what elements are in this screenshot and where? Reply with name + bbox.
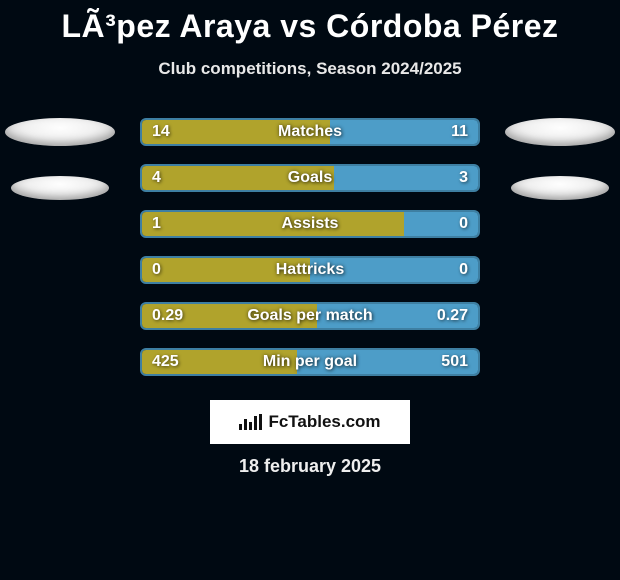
stat-row: Min per goal425501 — [140, 348, 480, 376]
bar-fill-left — [142, 258, 310, 282]
bar-fill-right — [310, 258, 478, 282]
bar-fill-left — [142, 304, 317, 328]
bar-fill-left — [142, 120, 330, 144]
bar-fill-right — [317, 304, 478, 328]
bar-fill-left — [142, 166, 334, 190]
right-player-trophies — [500, 118, 620, 200]
brand-text: FcTables.com — [268, 412, 380, 432]
left-player-trophies — [0, 118, 120, 200]
bar-fill-right — [334, 166, 478, 190]
bar-fill-right — [404, 212, 478, 236]
bar-fill-right — [330, 120, 478, 144]
stat-row: Goals per match0.290.27 — [140, 302, 480, 330]
plate-icon — [5, 118, 115, 146]
stat-row: Assists10 — [140, 210, 480, 238]
stats-chart: Matches1411 Goals43 Assists10 Hattricks00 Go… — [140, 118, 480, 376]
bar-fill-left — [142, 212, 404, 236]
plate-icon — [505, 118, 615, 146]
date-label: 18 february 2025 — [0, 456, 620, 477]
chart-icon — [239, 414, 262, 430]
plate-icon — [11, 176, 109, 200]
stat-row: Goals43 — [140, 164, 480, 192]
subtitle: Club competitions, Season 2024/2025 — [0, 59, 620, 79]
brand-badge: FcTables.com — [210, 400, 410, 444]
plate-icon — [511, 176, 609, 200]
bar-fill-left — [142, 350, 297, 374]
stat-row: Hattricks00 — [140, 256, 480, 284]
bar-fill-right — [297, 350, 478, 374]
page-title: LÃ³pez Araya vs Córdoba Pérez — [0, 0, 620, 45]
stat-row: Matches1411 — [140, 118, 480, 146]
